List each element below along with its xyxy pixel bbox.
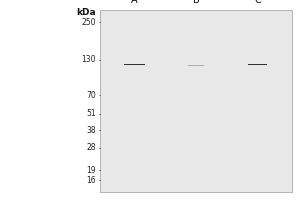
Text: 250: 250 (82, 18, 96, 27)
Text: B: B (193, 0, 200, 5)
Text: A: A (131, 0, 138, 5)
Text: 70: 70 (86, 91, 96, 100)
Text: 130: 130 (82, 55, 96, 64)
Text: C: C (254, 0, 261, 5)
Text: 19: 19 (86, 166, 96, 175)
Text: kDa: kDa (76, 8, 96, 17)
Text: 16: 16 (86, 176, 96, 185)
Bar (100, 10, 292, 192)
Text: 28: 28 (86, 143, 96, 152)
Text: 51: 51 (86, 109, 96, 118)
Text: 38: 38 (86, 126, 96, 135)
